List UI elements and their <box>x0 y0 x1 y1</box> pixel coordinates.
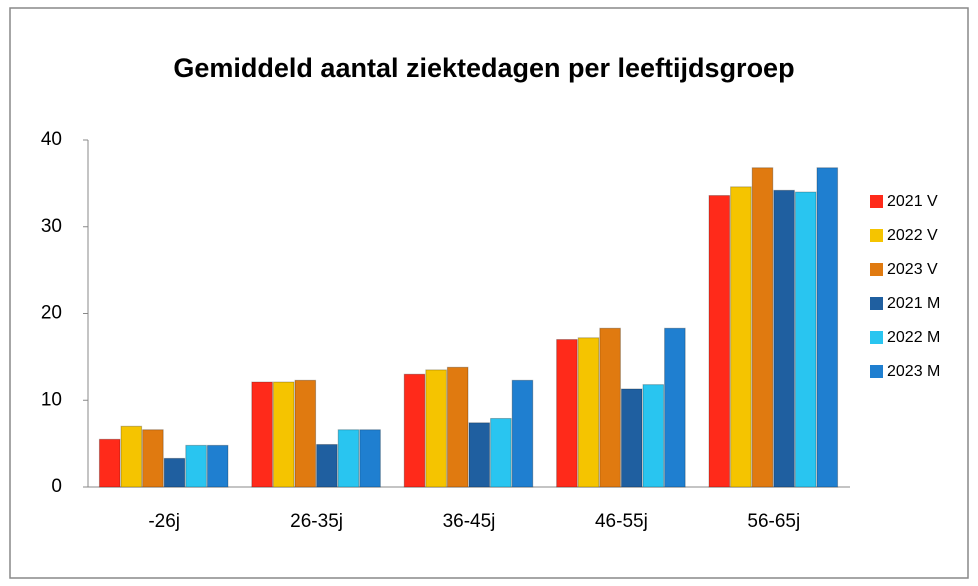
bar <box>642 384 665 488</box>
legend-swatch <box>870 365 883 378</box>
bar <box>294 379 317 488</box>
legend-label: 2022 M <box>887 329 940 346</box>
bar <box>730 186 752 488</box>
bar <box>359 429 381 488</box>
bar <box>98 438 121 488</box>
bar <box>446 366 469 488</box>
bar <box>664 327 686 488</box>
x-tick-label: 56-65j <box>747 511 800 532</box>
bar <box>751 167 774 488</box>
y-tick-label: 30 <box>41 216 62 237</box>
bar <box>468 422 491 488</box>
legend-swatch <box>870 331 883 344</box>
bar <box>206 444 229 488</box>
bar <box>425 369 447 488</box>
bar <box>337 429 360 488</box>
y-tick-label: 0 <box>51 476 62 497</box>
bar <box>316 443 338 488</box>
legend-label: 2022 V <box>887 227 938 244</box>
bar <box>403 373 426 488</box>
bar <box>511 379 534 488</box>
bar <box>794 191 817 488</box>
legend-swatch <box>870 263 883 276</box>
bar <box>816 167 839 488</box>
chart-title: Gemiddeld aantal ziektedagen per leeftij… <box>173 53 794 83</box>
bar <box>120 425 143 488</box>
bar <box>185 444 207 488</box>
y-tick-label: 40 <box>41 129 62 150</box>
legend-label: 2021 M <box>887 295 940 312</box>
y-tick-label: 20 <box>41 303 62 324</box>
x-tick-label: 46-55j <box>595 511 648 532</box>
bar <box>620 388 643 488</box>
x-tick-label: 36-45j <box>443 511 496 532</box>
legend-swatch <box>870 229 883 242</box>
bar <box>577 337 600 488</box>
legend-label: 2023 M <box>887 363 940 380</box>
legend-label: 2023 V <box>887 261 938 278</box>
x-tick-label: 26-35j <box>290 511 343 532</box>
bar <box>599 327 621 488</box>
bar <box>490 417 512 488</box>
y-tick-label: 10 <box>41 389 62 410</box>
bar <box>142 429 164 488</box>
legend-swatch <box>870 297 883 310</box>
bar <box>163 457 186 488</box>
x-tick-label: -26j <box>148 511 180 532</box>
bar <box>708 195 731 488</box>
legend-swatch <box>870 195 883 208</box>
bar <box>773 189 795 488</box>
bar <box>556 339 578 488</box>
bar <box>272 381 295 488</box>
bar <box>251 381 273 488</box>
legend-label: 2021 V <box>887 193 938 210</box>
